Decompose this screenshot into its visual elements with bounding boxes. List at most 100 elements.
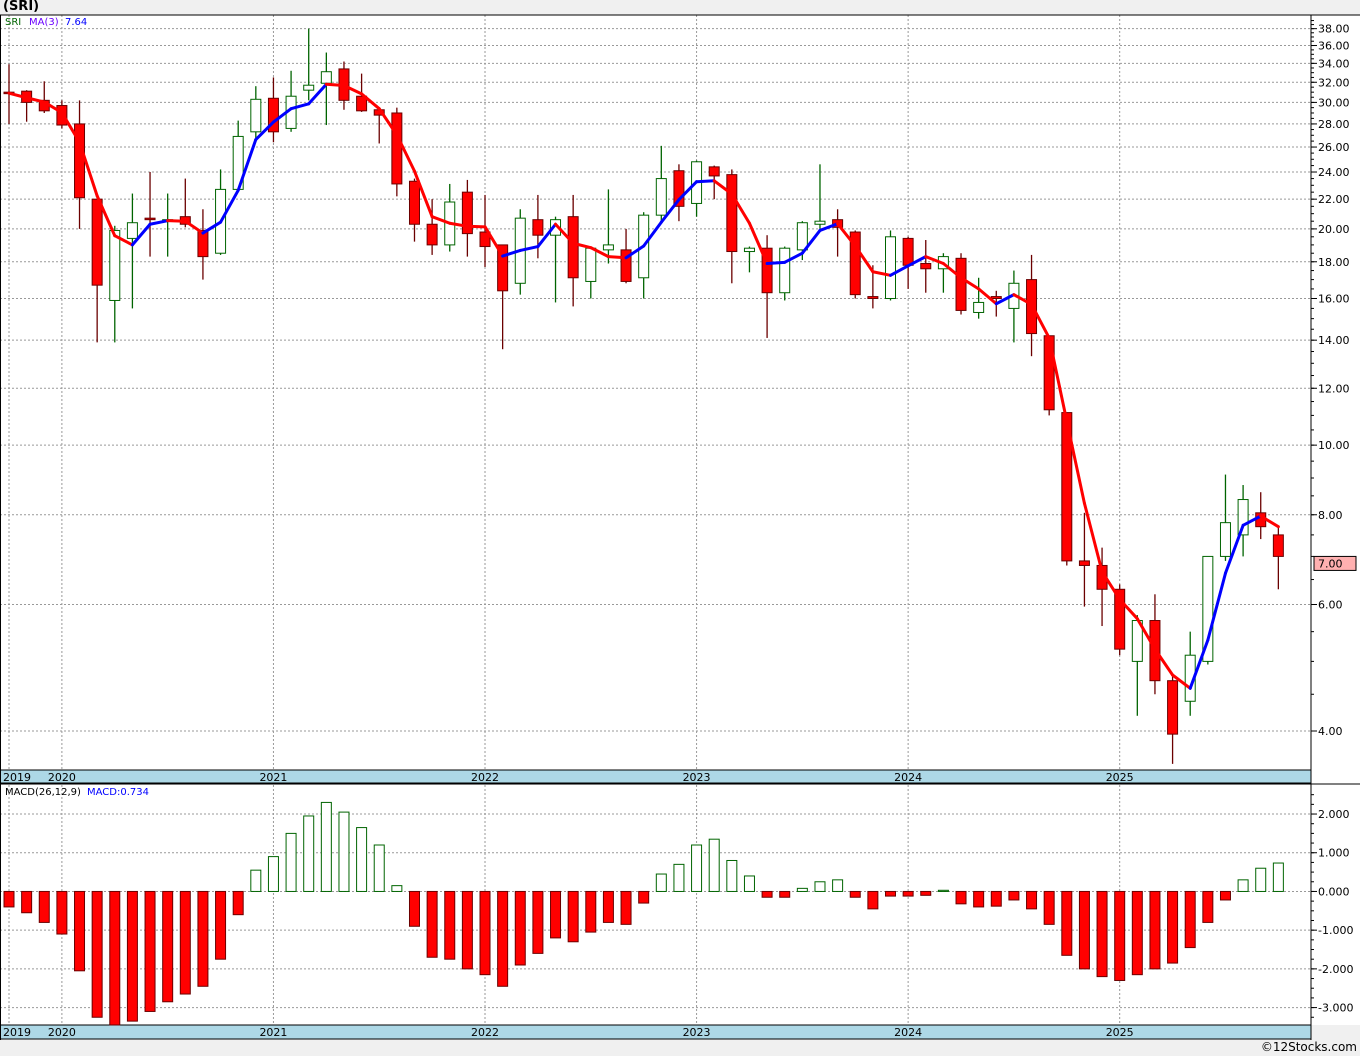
candle-body	[426, 223, 438, 246]
candle-body	[779, 247, 791, 294]
ma-segment	[60, 111, 82, 144]
candle	[1219, 474, 1231, 561]
price-tick-label: 14.00	[1318, 334, 1350, 347]
macd-bar	[973, 890, 985, 908]
ma-segment	[677, 180, 699, 202]
ma-segment	[377, 107, 399, 137]
price-tick-label: 16.00	[1318, 293, 1350, 306]
ma-segment	[924, 255, 945, 266]
price-tick-label: 10.00	[1318, 439, 1350, 452]
ma-segment	[659, 198, 681, 224]
macd-tick-label: 1.000	[1318, 847, 1350, 860]
candle	[426, 199, 438, 255]
candle	[849, 230, 861, 299]
candle	[726, 169, 738, 284]
candle	[779, 246, 791, 301]
macd-bar	[109, 890, 121, 1026]
candle-body	[761, 247, 773, 294]
macd-bar	[1237, 879, 1249, 892]
candle-body	[1114, 588, 1126, 650]
year-label: 2022	[471, 771, 499, 784]
macd-bar	[1061, 890, 1073, 956]
candle-body	[1167, 680, 1179, 735]
year-label: 2025	[1106, 1026, 1134, 1039]
price-tick-label: 22.00	[1318, 193, 1350, 206]
candle-body	[1061, 412, 1073, 562]
ma-segment	[78, 140, 99, 198]
copyright-footer: ©12Stocks.com	[1260, 1040, 1357, 1054]
macd-bar	[1167, 890, 1179, 964]
ma-segment	[1188, 638, 1210, 690]
candle	[197, 209, 209, 280]
ma-segment	[1030, 302, 1051, 340]
ma-segment	[606, 255, 628, 260]
year-label: 2020	[48, 771, 76, 784]
candle	[303, 28, 315, 101]
ma-segment	[219, 188, 240, 224]
macd-bar	[514, 890, 526, 966]
ma-segment	[959, 276, 981, 291]
candle-body	[532, 219, 544, 236]
macd-bar	[620, 890, 632, 925]
ma-segment	[289, 102, 311, 111]
macd-bar	[550, 890, 562, 939]
macd-bar	[1184, 890, 1196, 949]
candle-body	[1078, 560, 1090, 566]
candle-body	[673, 170, 685, 207]
axis-panel	[1311, 15, 1360, 1025]
price-tick-label: 18.00	[1318, 256, 1350, 269]
macd-bar	[832, 879, 844, 892]
macd-bar	[373, 844, 385, 892]
candle	[1202, 555, 1214, 665]
candle-body	[849, 231, 861, 296]
macd-bar	[250, 869, 262, 892]
macd-bar	[303, 815, 315, 892]
price-tick-label: 4.00	[1318, 725, 1343, 738]
macd-bar	[197, 890, 209, 987]
ma-segment	[994, 293, 1016, 306]
candle-body	[567, 216, 579, 279]
price-tick-label: 24.00	[1318, 166, 1350, 179]
candle-body	[303, 84, 315, 91]
year-label: 2021	[259, 1026, 287, 1039]
candle-body	[902, 237, 914, 266]
ma-segment	[1171, 673, 1192, 690]
macd-bar	[3, 890, 15, 908]
ma-segment	[1241, 514, 1263, 527]
year-label: 2019	[3, 771, 31, 784]
ma-segment	[871, 270, 892, 277]
ma-segment	[1259, 514, 1280, 529]
macd-tick-label: 2.000	[1318, 808, 1350, 821]
ma-segment	[695, 179, 716, 184]
candle-body	[602, 244, 614, 251]
macd-bar	[655, 873, 667, 892]
ma-segment	[483, 225, 505, 258]
year-label: 2024	[894, 771, 922, 784]
candle	[461, 179, 473, 257]
ma-segment	[906, 255, 928, 268]
macd-bar	[285, 832, 297, 892]
year-label: 2021	[259, 771, 287, 784]
candle	[955, 253, 967, 315]
candle-body	[320, 71, 332, 84]
ma-segment	[113, 234, 134, 247]
candle-body	[955, 257, 967, 311]
ma-segment	[977, 287, 998, 306]
candle	[814, 164, 826, 229]
ma-segment	[42, 100, 64, 115]
macd-bar	[267, 856, 279, 892]
ma-segment	[148, 219, 170, 226]
candle-body	[1219, 522, 1231, 557]
candle-body	[620, 249, 632, 282]
macd-bar	[1219, 890, 1231, 901]
macd-bar	[532, 890, 544, 954]
candle	[391, 107, 403, 197]
macd-bar	[215, 890, 227, 960]
price-tick-label: 20.00	[1318, 223, 1350, 236]
macd-bar	[21, 890, 33, 914]
ma-segment	[1082, 501, 1104, 574]
legend-ma-value: 7.64	[65, 17, 87, 28]
ma-segment	[1135, 617, 1157, 651]
ma-segment	[554, 222, 575, 245]
